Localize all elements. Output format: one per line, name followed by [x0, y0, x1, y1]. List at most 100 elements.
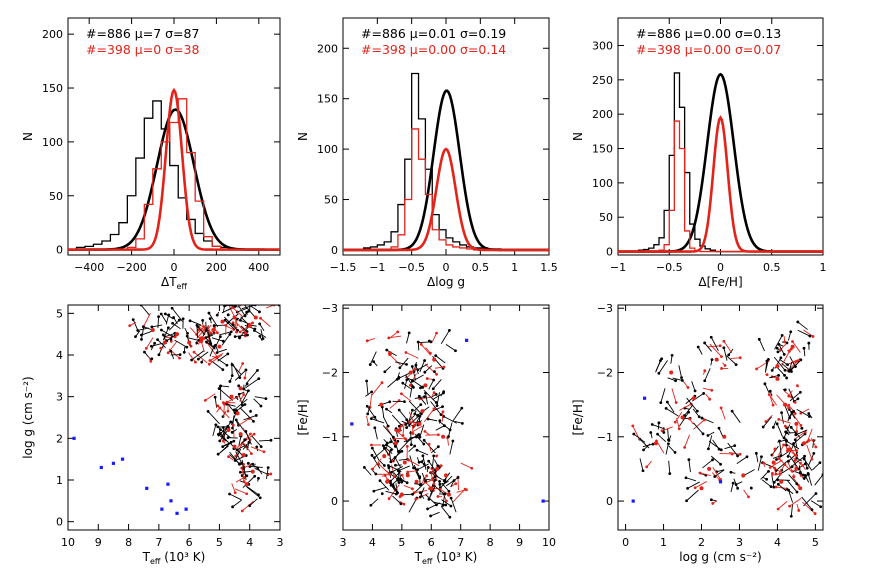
gaussian-fit-red [618, 115, 823, 253]
arrow-segment [781, 466, 793, 474]
arrow-head [380, 492, 384, 496]
arrow-segment [415, 365, 419, 375]
arrow-segment [238, 418, 250, 426]
arrow-segment [234, 369, 247, 381]
arrow-head [787, 488, 790, 492]
x-tick-label: 0 [717, 261, 724, 274]
x-tick-label: 7 [457, 536, 464, 549]
arrow-segment [430, 511, 440, 517]
arrow-head [405, 426, 408, 430]
y-tick-label: 0 [56, 516, 63, 529]
arrow-head [454, 482, 458, 486]
arrow-head [688, 417, 691, 421]
arrow-segment [408, 411, 416, 426]
arrow-segment [398, 458, 408, 461]
arrow-segment [771, 473, 775, 488]
arrow-segment [389, 437, 396, 447]
arrow-head [259, 404, 263, 408]
arrow-segment [241, 467, 245, 482]
arrow-head [157, 353, 161, 357]
arrow-head [403, 400, 406, 403]
arrow-segment [231, 364, 242, 375]
arrow-segment [792, 433, 806, 445]
arrow-head [791, 410, 794, 414]
arrow-head [426, 507, 429, 511]
arrow-segment [379, 480, 390, 491]
arrow-segment [788, 388, 795, 402]
arrow-segment [370, 498, 379, 506]
x-tick-label: 200 [206, 261, 227, 274]
arrow-head [245, 474, 249, 478]
red-point [235, 411, 240, 416]
arrow-segment [218, 434, 227, 442]
arrow-head [451, 439, 455, 443]
arrow-head [733, 444, 737, 448]
arrow-segment [777, 501, 788, 510]
arrow-head [819, 505, 823, 509]
arrow-segment [200, 341, 205, 353]
arrow-segment [686, 397, 698, 412]
arrow-head [745, 455, 749, 459]
arrow-head [786, 363, 790, 366]
red-point [241, 453, 246, 457]
arrow-head [423, 395, 426, 399]
red-point [396, 428, 401, 433]
arrow-head [717, 426, 721, 430]
arrow-head [439, 464, 443, 467]
y-tick-label: 0 [331, 495, 338, 508]
arrow-head [221, 368, 225, 372]
arrow-head [448, 428, 452, 432]
arrow-segment [660, 388, 666, 403]
arrow-segment [431, 406, 443, 412]
red-point [385, 479, 390, 484]
arrow-segment [228, 305, 235, 318]
arrow-head [411, 432, 415, 435]
arrow-segment [769, 394, 774, 406]
arrow-head [778, 472, 782, 476]
arrow-head [400, 449, 404, 453]
arrow-segment [757, 456, 762, 471]
arrow-segment [714, 469, 725, 477]
legend-entry: #=398 μ=0.00 σ=0.14 [361, 42, 506, 57]
arrow-head [261, 337, 265, 341]
x-tick-label: 1 [820, 261, 827, 274]
arrow-segment [207, 411, 220, 425]
arrow-head [790, 465, 794, 469]
arrow-segment [207, 330, 211, 345]
blue-point [175, 511, 179, 515]
arrow-segment [788, 409, 796, 419]
arrow-head [231, 321, 235, 325]
arrow-segment [389, 354, 401, 366]
blue-point [718, 480, 723, 484]
arrow-head [765, 359, 769, 363]
arrow-head [234, 454, 238, 458]
arrow-segment [392, 437, 406, 440]
arrow-head [404, 423, 408, 426]
arrow-segment [789, 497, 802, 507]
arrow-head [229, 330, 233, 334]
red-point [405, 473, 410, 478]
arrow-segment [774, 335, 783, 350]
x-tick-label: −0.5 [398, 261, 425, 274]
arrow-head [224, 323, 228, 327]
red-point [162, 340, 167, 345]
arrow-head [719, 448, 723, 452]
red-point [253, 315, 258, 320]
arrow-head [256, 368, 259, 372]
arrow-segment [432, 332, 437, 342]
arrow-head [787, 369, 791, 373]
arrow-segment [205, 393, 216, 401]
arrow-head [128, 324, 132, 328]
arrow-head [237, 384, 241, 388]
arrow-segment [240, 470, 252, 473]
x-tick-label: 1 [660, 536, 667, 549]
arrow-segment [234, 448, 242, 461]
arrow-segment [435, 355, 446, 364]
arrow-segment [668, 460, 671, 474]
arrow-head [204, 328, 208, 332]
red-point [653, 441, 658, 446]
y-tick-label: 300 [592, 39, 613, 52]
arrow-head [195, 324, 199, 327]
blue-point [642, 396, 647, 400]
